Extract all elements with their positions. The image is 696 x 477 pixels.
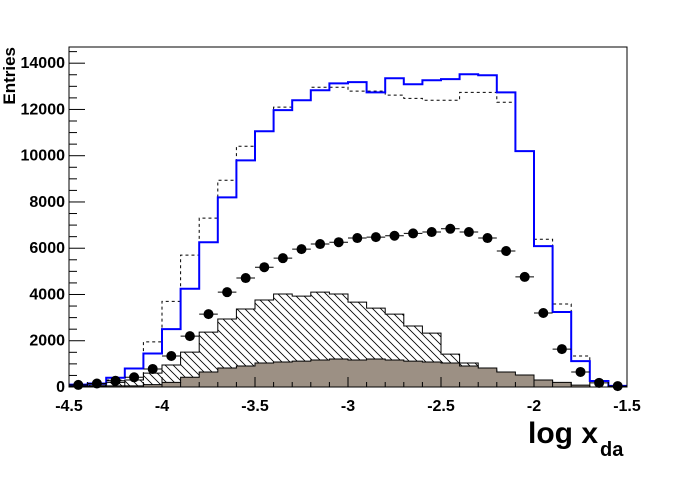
x-tick-label: -2: [527, 398, 541, 415]
x-tick-label: -4: [155, 398, 169, 415]
x-tick-label: -2.5: [427, 398, 455, 415]
data-point: [408, 228, 419, 239]
series-layer: [68, 73, 627, 392]
data-point: [129, 372, 140, 383]
x-axis-label-main: log x: [528, 417, 598, 450]
data-point: [166, 351, 177, 362]
data-point: [203, 309, 214, 320]
data-point: [501, 246, 512, 256]
x-tick-label: -1.5: [613, 398, 641, 415]
data-point: [73, 379, 84, 390]
x-axis-label: log x da: [528, 417, 624, 461]
blue-histogram: [69, 73, 627, 387]
y-tick-label: 8000: [29, 194, 65, 211]
data-point: [594, 377, 605, 388]
y-tick-label: 0: [56, 379, 65, 396]
y-tick-label: 4000: [29, 286, 65, 303]
data-point: [259, 262, 270, 273]
data-point: [147, 363, 158, 374]
data-point: [184, 331, 195, 342]
data-point: [575, 366, 586, 377]
data-point: [538, 307, 549, 318]
data-point: [91, 378, 102, 389]
data-point: [370, 232, 381, 243]
y-axis-label: Entries: [0, 47, 19, 105]
x-tick-label: -4.5: [55, 398, 83, 415]
data-point: [277, 253, 288, 264]
y-tick-label: 12000: [21, 101, 66, 118]
y-tick-label: 2000: [29, 333, 65, 350]
data-point: [426, 227, 437, 238]
data-point: [333, 237, 344, 248]
data-point: [463, 227, 474, 238]
data-point: [519, 271, 530, 282]
data-point: [352, 233, 363, 244]
data-point: [445, 223, 456, 234]
data-point: [296, 244, 307, 255]
x-axis-label-subscript: da: [600, 439, 624, 461]
axes: 0 2000 4000 6000 8000 10000 12000 14000 -4.5 -4 -3…: [21, 51, 641, 415]
x-tick-label: -3: [341, 398, 355, 415]
data-point: [315, 239, 326, 250]
x-tick-label: -3.5: [241, 398, 269, 415]
y-tick-label: 10000: [21, 148, 66, 165]
data-point: [389, 230, 400, 241]
data-point: [482, 233, 493, 244]
data-point: [110, 375, 121, 386]
data-point: [612, 381, 623, 392]
data-point: [240, 273, 251, 284]
data-point: [222, 287, 233, 298]
y-tick-label: 14000: [21, 55, 66, 72]
y-tick-label: 6000: [29, 240, 65, 257]
data-point: [556, 344, 567, 355]
